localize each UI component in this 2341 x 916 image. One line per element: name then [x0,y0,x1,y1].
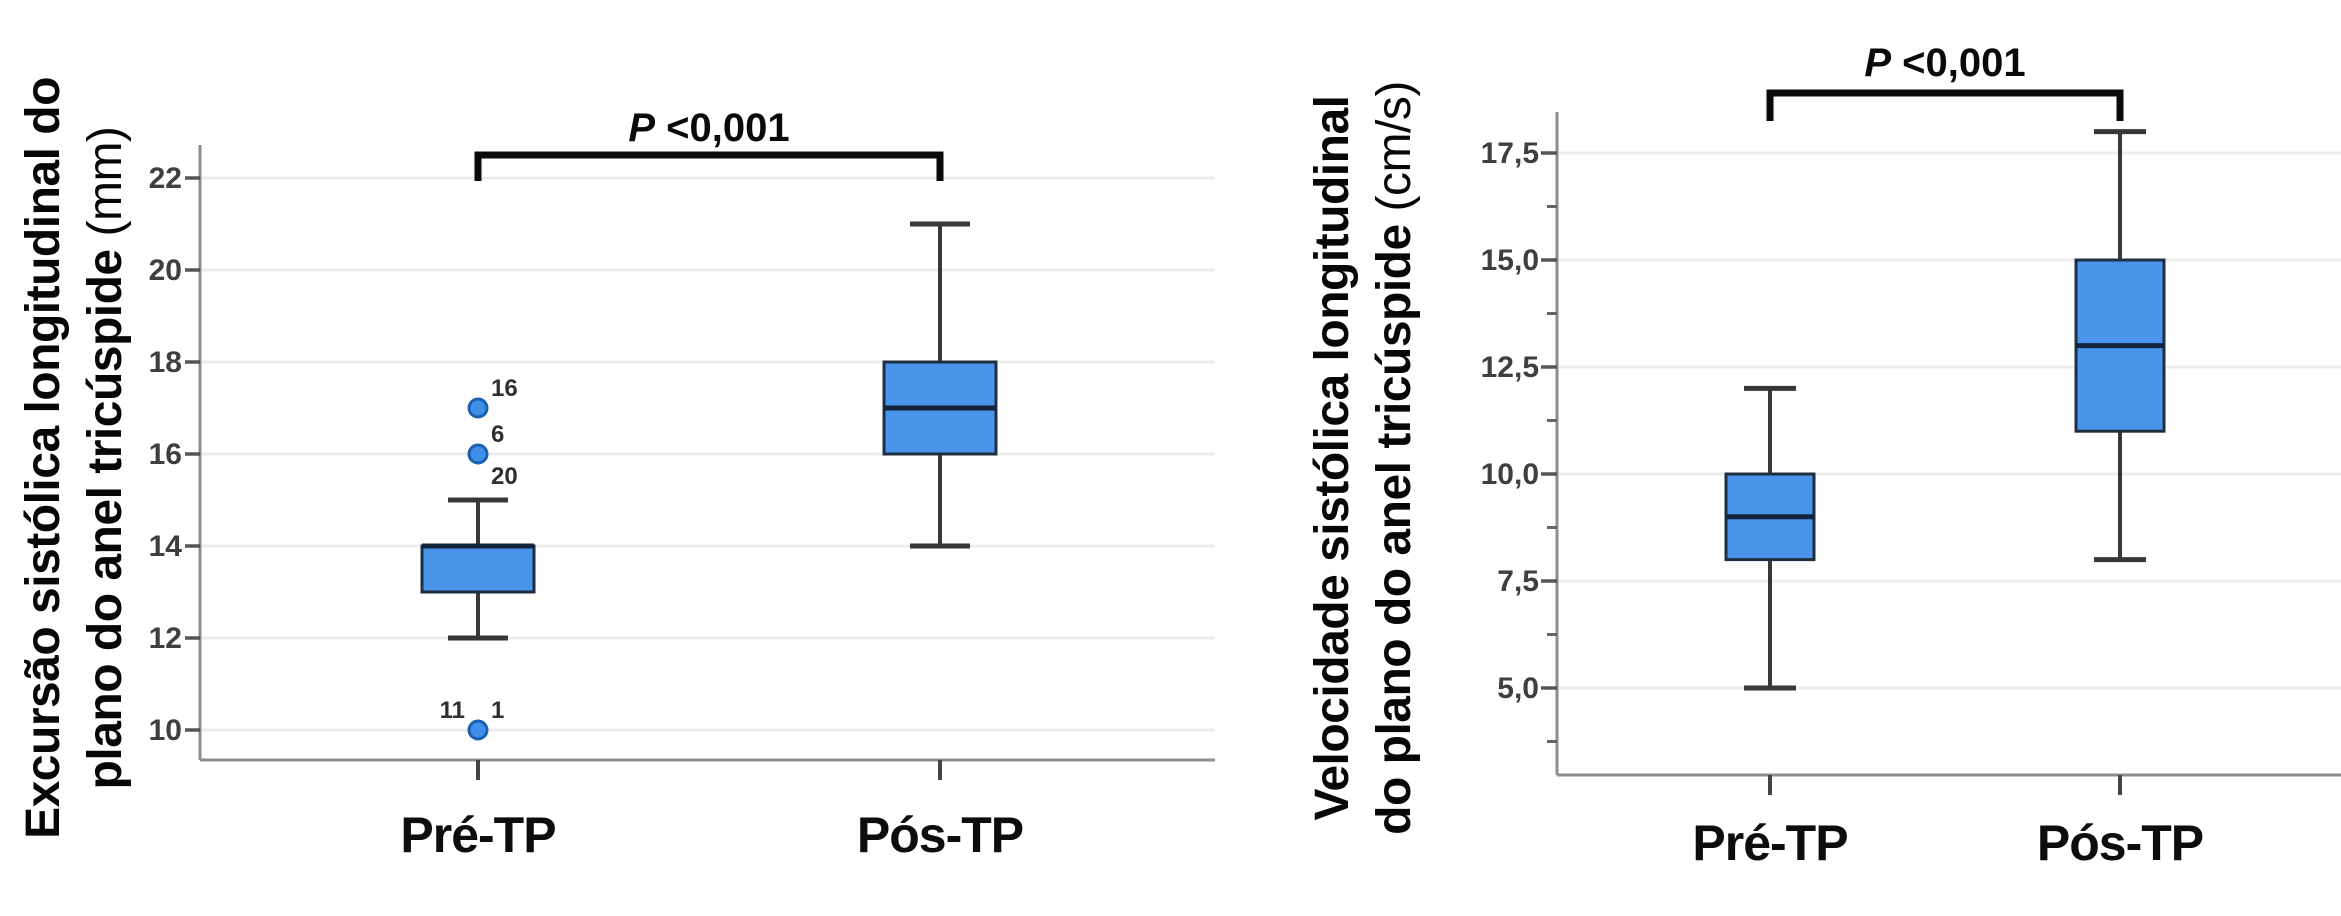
y-tick-label: 7,5 [1497,565,1539,598]
y-tick-label: 10 [149,714,182,747]
y-tick-label: 12 [149,622,182,655]
p-value-label: P <0,001 [1864,41,2025,85]
y-tick-label: 10,0 [1481,458,1539,491]
y-tick-label: 5,0 [1497,672,1539,705]
velocity-boxplot-panel: Velocidade sistólica longitudinal do pla… [1281,0,2341,916]
outlier-label-pre-tp: 1 [491,697,504,724]
x-category-label-pos-tp: Pós-TP [857,807,1023,863]
outlier-label-pre-tp: 6 [491,421,504,448]
y-tick-label: 15,0 [1481,244,1539,277]
velocity-boxplot-svg: 5,0 7,5 10,0 12,5 15,0 17,5 Pré-TP Pós-TP P <0,0… [1481,41,2341,871]
y-tick-label: 12,5 [1481,351,1539,384]
outlier-label-pre-tp: 11 [440,697,465,724]
y-tick-label: 17,5 [1481,137,1539,170]
x-category-label-pre-tp: Pré-TP [1692,815,1847,871]
x-category-label-pre-tp: Pré-TP [400,807,555,863]
y-tick-label: 20 [149,254,182,287]
outlier-point-pre-tp [467,719,489,741]
box-pre-tp [420,544,536,594]
y-tick-label: 22 [149,162,182,195]
outlier-label-pre-tp: 20 [491,463,518,490]
y-tick-label: 16 [149,438,182,471]
significance-bracket [1766,89,2124,121]
outlier-point-pre-tp [467,397,489,419]
outlier-point-pre-tp [467,443,489,465]
x-category-label-pos-tp: Pós-TP [2037,815,2203,871]
tapse-boxplot-panel: Excursão sistólica longitudinal do plano… [17,77,1215,863]
y-tick-label: 18 [149,346,182,379]
y-tick-label: 14 [149,530,183,563]
p-value-label: P <0,001 [628,106,789,150]
significance-bracket [474,151,944,181]
outlier-label-pre-tp: 16 [491,375,518,402]
